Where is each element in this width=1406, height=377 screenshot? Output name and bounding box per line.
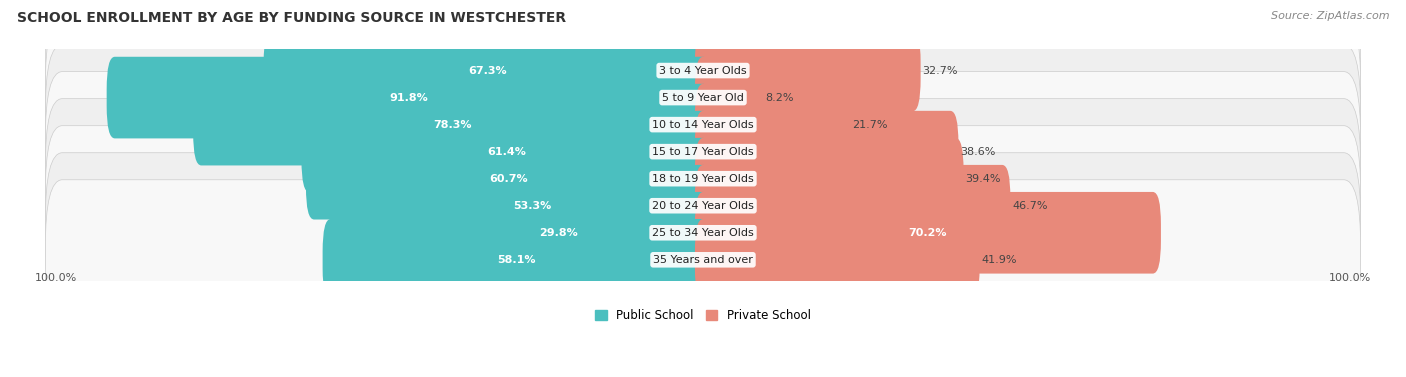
Text: 91.8%: 91.8% (389, 93, 429, 103)
Text: 10 to 14 Year Olds: 10 to 14 Year Olds (652, 120, 754, 130)
Text: 100.0%: 100.0% (1329, 273, 1371, 283)
Text: 5 to 9 Year Old: 5 to 9 Year Old (662, 93, 744, 103)
Text: 21.7%: 21.7% (852, 120, 887, 130)
Text: 25 to 34 Year Olds: 25 to 34 Year Olds (652, 228, 754, 238)
FancyBboxPatch shape (695, 111, 959, 193)
Text: 58.1%: 58.1% (498, 255, 536, 265)
FancyBboxPatch shape (503, 192, 711, 274)
Legend: Public School, Private School: Public School, Private School (591, 304, 815, 326)
FancyBboxPatch shape (45, 153, 1361, 313)
FancyBboxPatch shape (45, 180, 1361, 340)
Text: 39.4%: 39.4% (966, 174, 1001, 184)
Text: 3 to 4 Year Olds: 3 to 4 Year Olds (659, 66, 747, 75)
FancyBboxPatch shape (45, 18, 1361, 178)
Text: 61.4%: 61.4% (486, 147, 526, 157)
FancyBboxPatch shape (107, 57, 711, 138)
FancyBboxPatch shape (45, 99, 1361, 259)
Text: SCHOOL ENROLLMENT BY AGE BY FUNDING SOURCE IN WESTCHESTER: SCHOOL ENROLLMENT BY AGE BY FUNDING SOUR… (17, 11, 567, 25)
Text: 32.7%: 32.7% (922, 66, 957, 75)
FancyBboxPatch shape (695, 30, 921, 111)
Text: 35 Years and over: 35 Years and over (652, 255, 754, 265)
FancyBboxPatch shape (695, 138, 963, 219)
Text: 20 to 24 Year Olds: 20 to 24 Year Olds (652, 201, 754, 211)
FancyBboxPatch shape (193, 84, 711, 166)
Text: 100.0%: 100.0% (35, 273, 77, 283)
Text: Source: ZipAtlas.com: Source: ZipAtlas.com (1271, 11, 1389, 21)
Text: 53.3%: 53.3% (513, 201, 551, 211)
FancyBboxPatch shape (301, 111, 711, 193)
FancyBboxPatch shape (45, 44, 1361, 205)
Text: 41.9%: 41.9% (981, 255, 1017, 265)
Text: 60.7%: 60.7% (489, 174, 527, 184)
FancyBboxPatch shape (322, 219, 711, 300)
FancyBboxPatch shape (695, 219, 980, 300)
Text: 8.2%: 8.2% (766, 93, 794, 103)
Text: 15 to 17 Year Olds: 15 to 17 Year Olds (652, 147, 754, 157)
Text: 18 to 19 Year Olds: 18 to 19 Year Olds (652, 174, 754, 184)
FancyBboxPatch shape (45, 72, 1361, 232)
Text: 38.6%: 38.6% (960, 147, 995, 157)
Text: 78.3%: 78.3% (433, 120, 471, 130)
FancyBboxPatch shape (695, 192, 1161, 274)
Text: 67.3%: 67.3% (468, 66, 506, 75)
FancyBboxPatch shape (45, 0, 1361, 150)
FancyBboxPatch shape (695, 57, 763, 138)
FancyBboxPatch shape (307, 138, 711, 219)
Text: 46.7%: 46.7% (1012, 201, 1047, 211)
FancyBboxPatch shape (353, 165, 711, 247)
FancyBboxPatch shape (45, 126, 1361, 286)
Text: 29.8%: 29.8% (538, 228, 578, 238)
Text: 70.2%: 70.2% (908, 228, 948, 238)
FancyBboxPatch shape (264, 30, 711, 111)
FancyBboxPatch shape (695, 84, 851, 166)
FancyBboxPatch shape (695, 165, 1011, 247)
